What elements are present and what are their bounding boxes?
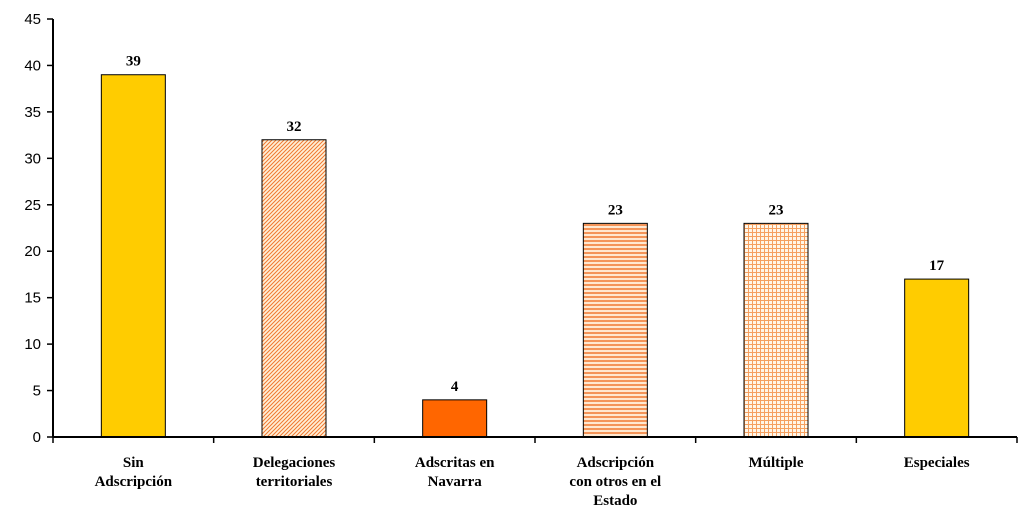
y-tick-label: 20 [24, 243, 41, 260]
bar-5 [743, 222, 809, 438]
y-tick-label: 35 [24, 104, 41, 121]
x-tick-label-6: Especiales [904, 455, 970, 471]
x-tick-label-3: Adscritas en Navarra [415, 455, 495, 490]
bar-4 [582, 222, 648, 438]
bar-1 [100, 74, 166, 438]
bar-3 [422, 399, 488, 438]
y-tick-label: 40 [24, 57, 41, 74]
y-tick-label: 30 [24, 150, 41, 167]
bar-6 [904, 278, 970, 438]
y-tick-label: 15 [24, 290, 41, 307]
bar-2 [261, 139, 327, 438]
data-label-1: 39 [126, 54, 141, 70]
data-label-5: 23 [769, 202, 784, 218]
x-tick-label-4: Adscripción con otros en el Estado [569, 455, 661, 509]
y-tick-label: 10 [24, 336, 41, 353]
y-tick-label: 0 [33, 429, 41, 446]
x-tick-label-5: Múltiple [749, 455, 804, 471]
y-tick-label: 25 [24, 197, 41, 214]
y-tick-label: 45 [24, 11, 41, 28]
x-tick-label-2: Delegaciones territoriales [253, 455, 336, 490]
data-label-4: 23 [608, 202, 623, 218]
data-label-2: 32 [287, 119, 302, 135]
y-tick-label: 5 [33, 383, 41, 400]
x-tick-label-1: Sin Adscripción [95, 455, 173, 490]
data-label-6: 17 [929, 258, 945, 274]
data-label-3: 4 [451, 379, 459, 395]
